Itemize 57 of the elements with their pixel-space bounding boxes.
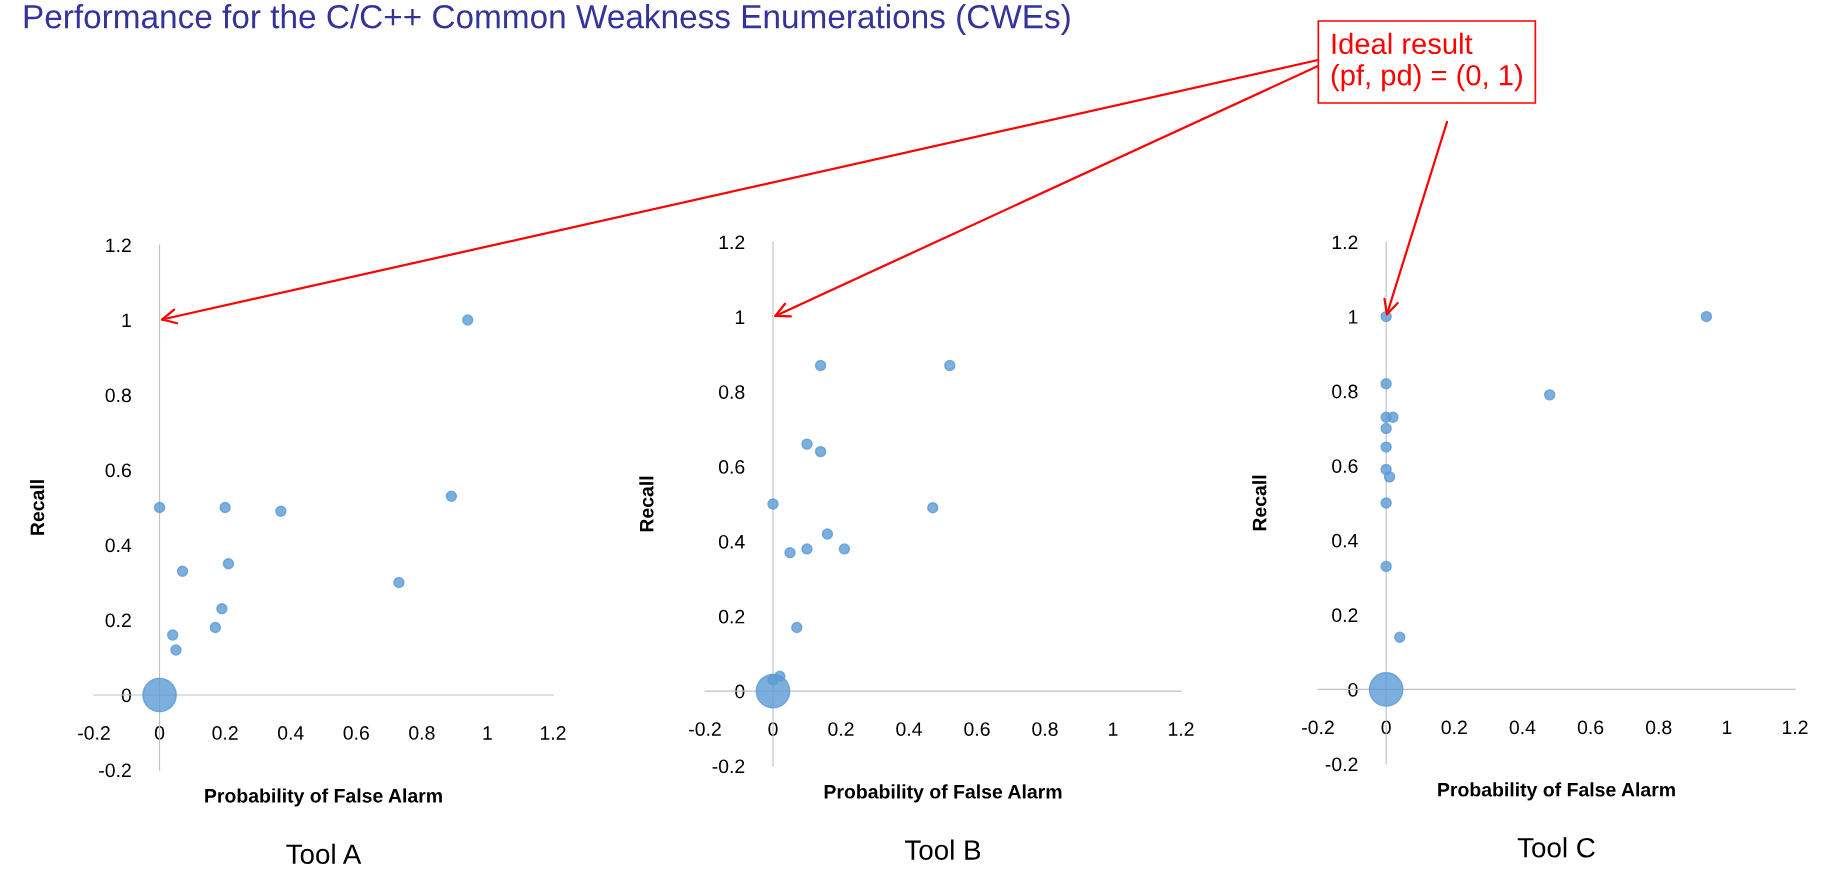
y-tick-label: 0.6 bbox=[1332, 459, 1358, 473]
x-axis-title: Probability of False Alarm bbox=[205, 788, 442, 807]
x-tick-label: 0.2 bbox=[1441, 720, 1467, 735]
text: Ideal result (pf, pd) = (0, 1) bbox=[1331, 32, 1522, 92]
y-tick-label: 0.8 bbox=[1332, 384, 1358, 399]
x-tick-label: 0.6 bbox=[1577, 720, 1604, 735]
x-tick-label: 1 bbox=[1722, 720, 1732, 735]
y-tick-label: 1.2 bbox=[719, 235, 745, 250]
y-tick-label: 0 bbox=[735, 684, 745, 699]
x-axis-title: Probability of False Alarm bbox=[1438, 782, 1675, 801]
x-tick-label: 0.8 bbox=[1645, 720, 1672, 735]
x-tick-label: 0 bbox=[768, 722, 778, 736]
y-axis-title: Recall bbox=[29, 480, 45, 535]
y-tick-label: -0.2 bbox=[1325, 757, 1358, 772]
x-tick-label: 0.8 bbox=[409, 726, 435, 740]
x-tick-label: 1.2 bbox=[1168, 722, 1194, 736]
x-tick-label: -0.2 bbox=[1302, 720, 1334, 735]
y-tick-label: 0.4 bbox=[1332, 533, 1358, 548]
y-tick-label: -0.2 bbox=[99, 763, 131, 778]
y-tick-label: 0.6 bbox=[718, 460, 745, 474]
y-tick-label: 1 bbox=[1349, 310, 1358, 324]
y-tick-label: -0.2 bbox=[712, 759, 745, 774]
x-tick-label: -0.2 bbox=[78, 726, 110, 740]
x-tick-label: 1 bbox=[1109, 722, 1118, 736]
y-tick-label: 0.2 bbox=[1332, 608, 1358, 623]
y-tick-label: 0.8 bbox=[718, 385, 745, 399]
y-tick-label: 0 bbox=[121, 688, 132, 703]
x-tick-label: 1 bbox=[483, 726, 492, 740]
x-tick-label: 0.6 bbox=[343, 726, 369, 740]
y-tick-label: 1 bbox=[122, 313, 131, 328]
y-tick-label: 0.2 bbox=[718, 609, 745, 624]
x-tick-label: 0.4 bbox=[277, 726, 304, 740]
y-axis-title: Recall bbox=[639, 476, 654, 532]
y-tick-label: 1.2 bbox=[106, 238, 131, 253]
y-tick-label: 1 bbox=[735, 310, 745, 324]
x-tick-label: 0.8 bbox=[1032, 722, 1058, 736]
y-axis-title: Recall bbox=[1252, 475, 1267, 531]
x-tick-label: 0 bbox=[1381, 720, 1391, 735]
y-tick-label: 0.4 bbox=[105, 538, 132, 553]
y-tick-label: 0.6 bbox=[105, 463, 131, 478]
text: Tool A bbox=[286, 843, 362, 865]
x-tick-label: 1.2 bbox=[1782, 720, 1808, 735]
text: Performance for the C/C++ Common Weakness Enumerations (CWEs) bbox=[24, 4, 1070, 36]
x-tick-label: 0.4 bbox=[896, 722, 922, 736]
x-tick-label: 0.6 bbox=[964, 722, 990, 736]
y-tick-label: 0.2 bbox=[105, 613, 131, 628]
y-tick-label: 0.8 bbox=[105, 388, 131, 403]
x-tick-label: 0.4 bbox=[1509, 720, 1536, 735]
x-tick-label: 1.2 bbox=[540, 726, 566, 740]
y-tick-label: 0.4 bbox=[718, 534, 745, 549]
x-tick-label: 0.2 bbox=[212, 726, 238, 740]
x-tick-label: 0.2 bbox=[828, 722, 854, 736]
y-tick-label: 1.2 bbox=[1332, 235, 1358, 250]
text: Tool C bbox=[1517, 837, 1595, 858]
text: Tool B bbox=[905, 839, 981, 860]
x-axis-title: Probability of False Alarm bbox=[824, 784, 1062, 803]
x-tick-label: -0.2 bbox=[689, 722, 721, 736]
